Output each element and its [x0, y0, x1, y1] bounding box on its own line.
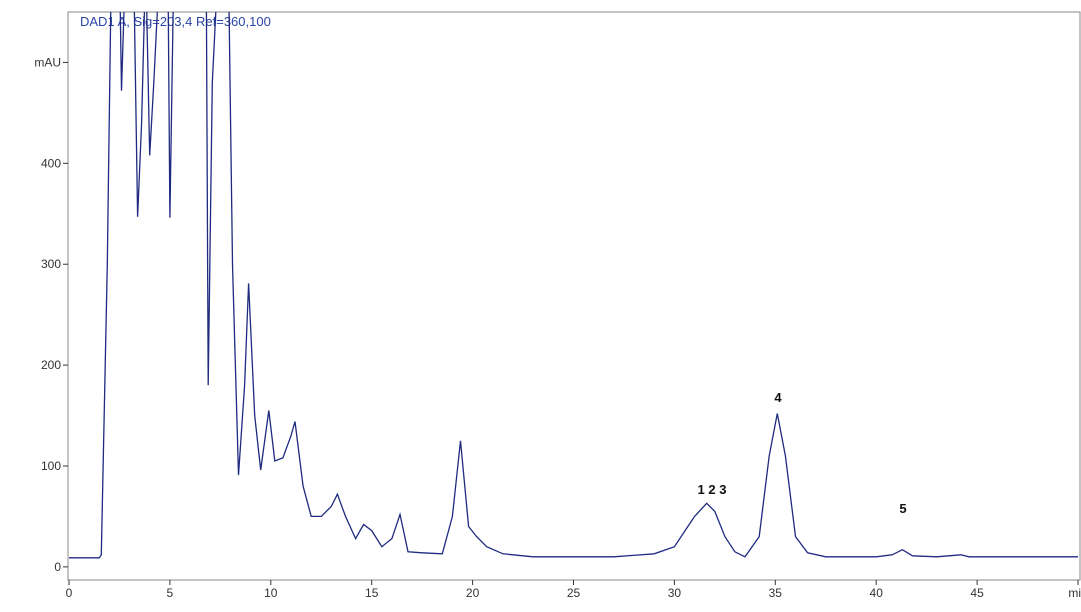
x-tick-label: 20 [466, 586, 480, 600]
y-tick-label: 100 [41, 459, 61, 473]
peak-label: 4 [774, 390, 782, 405]
peak-label: 1 2 3 [698, 482, 727, 497]
x-tick-label: 35 [769, 586, 783, 600]
y-tick-label: 300 [41, 257, 61, 271]
x-tick-label: min [1068, 586, 1081, 600]
x-tick-label: 45 [970, 586, 984, 600]
x-tick-label: 40 [870, 586, 884, 600]
x-tick-label: 15 [365, 586, 379, 600]
x-tick-label: 5 [167, 586, 174, 600]
y-tick-label: 0 [54, 560, 61, 574]
y-tick-label: 400 [41, 156, 61, 170]
y-tick-label: mAU [34, 55, 61, 69]
peak-label: 5 [899, 501, 906, 516]
x-tick-label: 0 [66, 586, 73, 600]
x-tick-label: 10 [264, 586, 278, 600]
trace [69, 12, 1078, 559]
plot-frame [67, 11, 1081, 581]
chart-title: DAD1 A, Sig=203,4 Ref=360,100 [80, 14, 271, 29]
x-tick-label: 30 [668, 586, 682, 600]
y-tick-label: 200 [41, 358, 61, 372]
x-tick-label: 25 [567, 586, 581, 600]
